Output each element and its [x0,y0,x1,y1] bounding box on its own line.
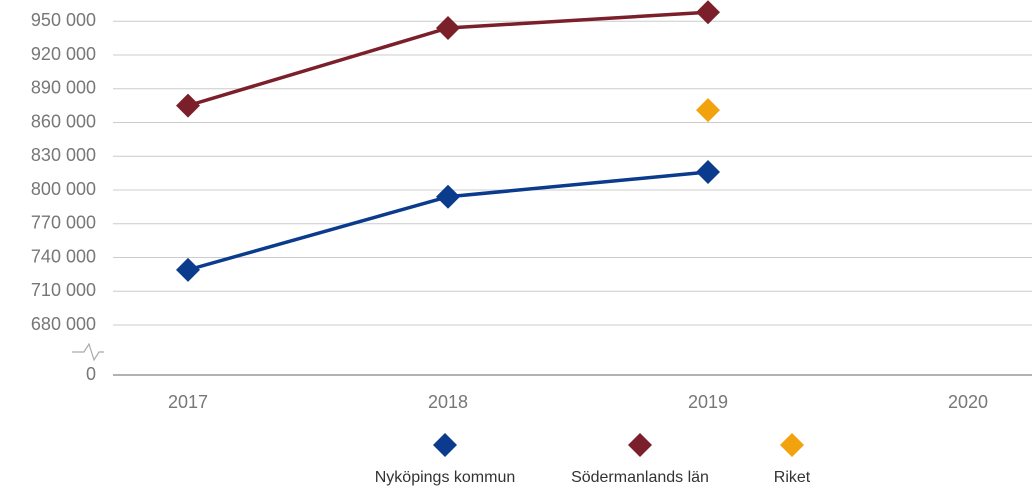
legend-label: Södermanlands län [571,469,709,486]
x-tick-label: 2017 [168,392,208,412]
legend-label: Riket [774,469,811,486]
y-tick-label: 680 000 [31,314,96,334]
legend-marker [628,433,652,457]
y-tick-label: 770 000 [31,213,96,233]
marker [696,98,720,123]
legend-marker [780,433,804,457]
x-tick-label: 2020 [948,392,988,412]
y-tick-label: 800 000 [31,179,96,199]
marker [696,160,720,184]
y-tick-label: 890 000 [31,78,96,98]
y-tick-label: 920 000 [31,44,96,64]
y-tick-label: 950 000 [31,10,96,30]
y-tick-label: 830 000 [31,145,96,165]
marker [176,93,200,118]
marker [436,184,460,209]
axis-break [72,342,104,362]
legend-label: Nyköpings kommun [375,469,516,486]
marker [176,257,200,282]
y-tick-label: 0 [86,364,96,384]
x-tick-label: 2018 [428,392,468,412]
x-tick-label: 2019 [688,392,728,412]
legend-marker [433,433,457,457]
marker [696,0,720,25]
y-tick-label: 860 000 [31,111,96,131]
y-tick-label: 740 000 [31,246,96,266]
y-tick-label: 710 000 [31,280,96,300]
marker [436,16,460,40]
